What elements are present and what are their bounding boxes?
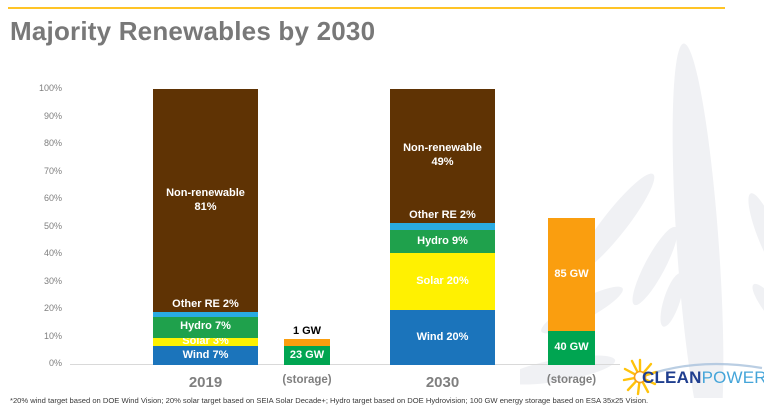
bar-segment-storage-green: 23 GW: [284, 346, 330, 365]
category-label-3: 2030: [425, 374, 460, 391]
segment-label: 23 GW: [289, 348, 325, 361]
segment-label: Hydro 9%: [417, 234, 468, 247]
x-axis-baseline: [70, 364, 620, 365]
bar-segment-other-re: [390, 223, 495, 230]
segment-above-label: Other RE 2%: [409, 209, 476, 222]
stacked-bar-1: Wind 7% Solar 3% Hydro 7% Other RE 2% Non-re…: [153, 88, 258, 365]
top-accent-line: [8, 7, 725, 9]
category-label-1: 2019: [188, 374, 223, 391]
category-label-4: (storage): [546, 374, 597, 386]
cleanpower-logo: CLEANPOWER: [616, 352, 764, 402]
bar-segment-storage-green: 40 GW: [548, 331, 595, 365]
segment-above-label: 1 GW: [292, 324, 322, 337]
bar-segment-solar: Solar 3%: [153, 334, 258, 347]
segment-label: Hydro 7%: [180, 320, 231, 333]
logo-word-power: POWER: [701, 368, 764, 387]
stacked-bar-3: Wind 20% Solar 20% Hydro 9% Other RE 2% Non-…: [390, 89, 495, 365]
y-axis-tick-label: 90%: [43, 110, 62, 121]
category-label-2: (storage): [282, 374, 332, 386]
bar-segment-other-re: [153, 312, 258, 317]
y-axis-tick-label: 50%: [43, 220, 62, 231]
bar-segment-hydro: Hydro 9%: [390, 229, 495, 254]
bar-segment-wind: Wind 7%: [153, 345, 258, 365]
y-axis-tick-label: 40%: [43, 248, 62, 258]
segment-label: Solar 20%: [416, 274, 469, 287]
stacked-bar-2: 23 GW 1 GW: [284, 325, 330, 365]
bar-segment-solar: Solar 20%: [390, 253, 495, 310]
segment-label: 85 GW: [554, 267, 589, 280]
y-axis-tick-label: 10%: [43, 330, 62, 341]
y-axis-tick-label: 100%: [38, 83, 62, 93]
bar-segment-wind: Wind 20%: [390, 310, 495, 365]
segment-label: 40 GW: [554, 341, 589, 354]
y-axis-tick-label: 20%: [43, 303, 62, 313]
bar-segment-non-renewable: Non-renewable 81%: [153, 88, 258, 313]
page-title: Majority Renewables by 2030: [10, 16, 376, 46]
logo-wordmark: CLEANPOWER: [642, 368, 764, 388]
y-axis-tick-label: 70%: [43, 165, 62, 176]
segment-label: Wind 20%: [416, 330, 469, 343]
y-axis-tick-label: 0%: [48, 358, 62, 368]
segment-label: Solar 3%: [182, 334, 229, 347]
segment-label: Non-renewable 49%: [403, 142, 482, 169]
bar-segment-hydro: Hydro 7%: [153, 316, 258, 338]
stacked-bar-4: 40 GW 85 GW: [548, 218, 595, 365]
footnote-text: *20% wind target based on DOE Wind Visio…: [10, 396, 649, 405]
y-axis-tick-label: 60%: [43, 193, 62, 203]
segment-above-label: Other RE 2%: [172, 298, 239, 311]
y-axis-tick-label: 30%: [43, 275, 62, 286]
y-axis-tick-label: 80%: [43, 138, 62, 148]
logo-word-clean: CLEAN: [642, 368, 702, 387]
segment-label: Wind 7%: [182, 348, 229, 361]
logo-sunburst-icon: [622, 358, 658, 396]
bar-segment-storage-orange: 85 GW: [548, 218, 595, 332]
bar-segment-non-renewable: Non-renewable 49%: [390, 89, 495, 224]
segment-label: Non-renewable 81%: [166, 186, 245, 213]
bar-segment-storage-orange: [284, 338, 330, 347]
